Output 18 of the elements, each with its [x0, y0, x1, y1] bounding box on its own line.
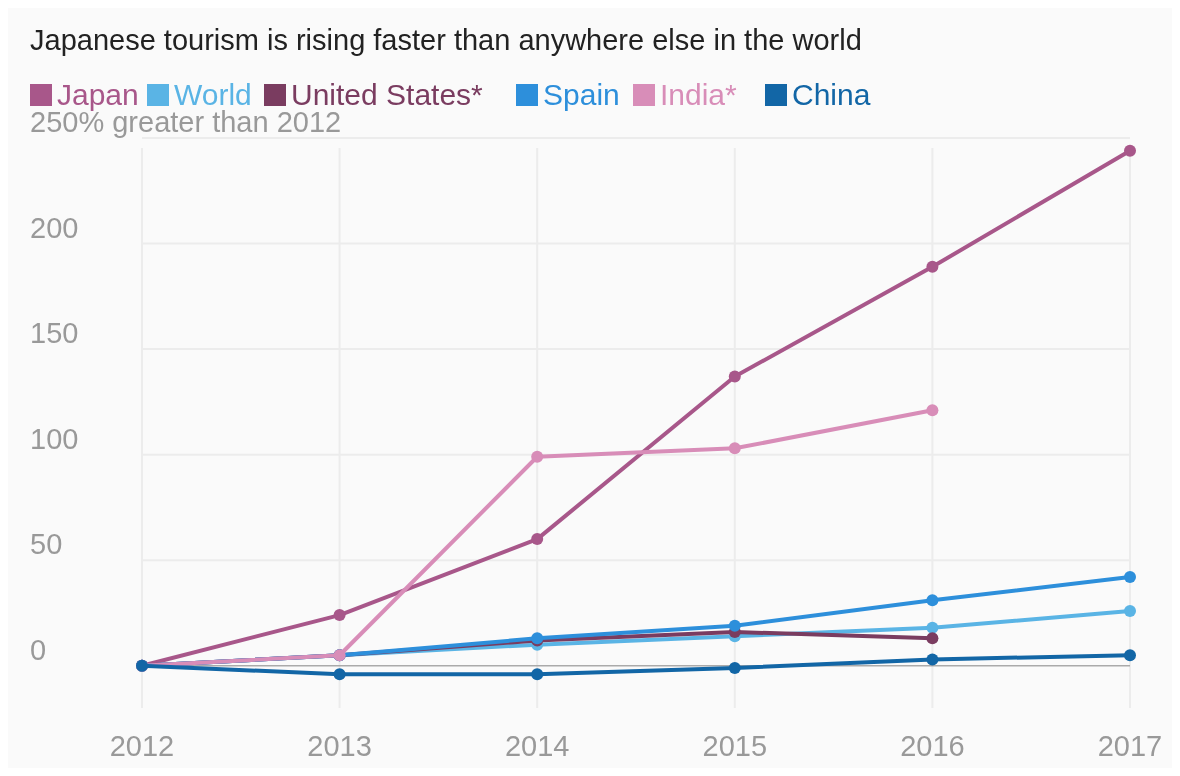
- y-tick-label: 100: [30, 422, 79, 455]
- legend-label: United States*: [291, 78, 484, 111]
- chart-title: Japanese tourism is rising faster than anywhere else in the world: [30, 24, 862, 56]
- y-tick-label: 200: [30, 211, 79, 244]
- x-tick-label: 2017: [1097, 730, 1163, 762]
- x-tick-label: 2015: [702, 730, 768, 762]
- y-tick-label: 50: [30, 528, 63, 561]
- legend-label: India*: [660, 78, 738, 111]
- x-tick-label: 2016: [900, 730, 965, 762]
- legend-label: Japan: [57, 78, 139, 111]
- x-tick-label: 2014: [504, 730, 570, 762]
- legend-label: Spain: [543, 78, 620, 111]
- x-tick-label: 2013: [307, 730, 372, 762]
- y-tick-label: 150: [30, 317, 79, 350]
- legend-label: World: [174, 78, 252, 111]
- y-tick-label: 0: [30, 633, 47, 666]
- x-tick-label: 2012: [109, 730, 175, 762]
- legend-label: China: [792, 78, 871, 111]
